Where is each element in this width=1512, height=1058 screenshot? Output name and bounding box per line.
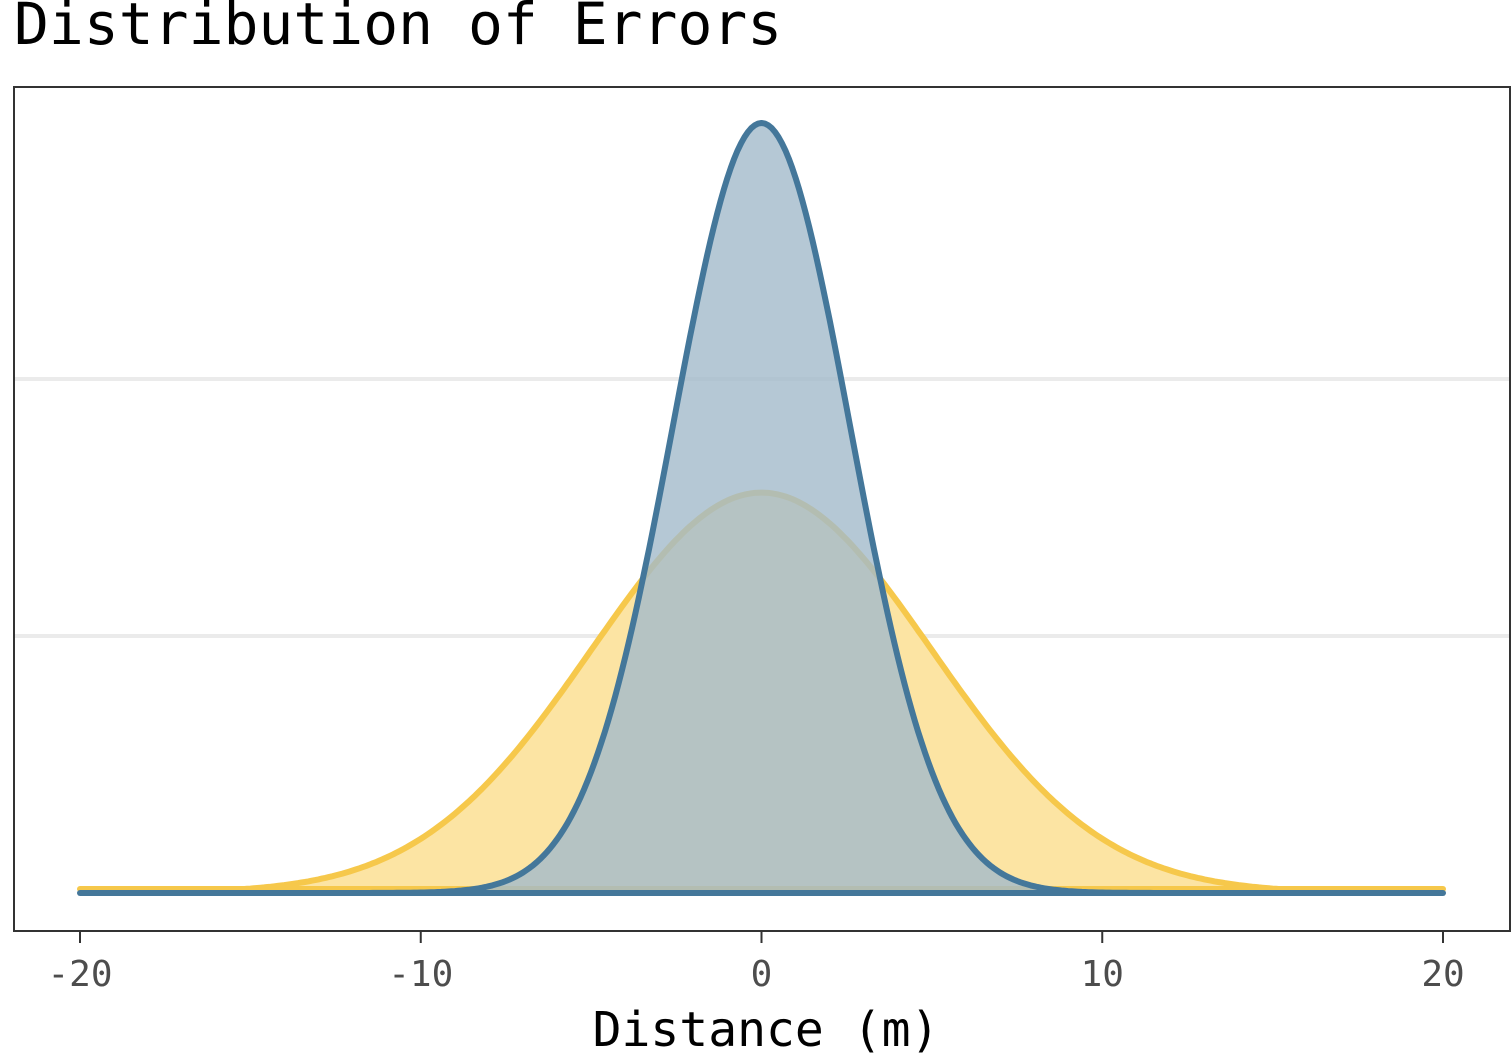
chart-title: Distribution of Errors	[14, 0, 782, 58]
x-tick-label-3: 10	[1081, 954, 1124, 995]
x-axis-label: Distance (m)	[593, 1002, 940, 1058]
x-tick-label-2: 0	[751, 954, 773, 995]
x-tick-label-0: -20	[47, 954, 112, 995]
density-area-2	[80, 123, 1443, 893]
x-axis: -20 -10 0 10 20	[47, 931, 1465, 995]
x-tick-label-1: -10	[388, 954, 453, 995]
x-tick-label-4: 20	[1421, 954, 1464, 995]
series-layer	[77, 120, 1446, 896]
